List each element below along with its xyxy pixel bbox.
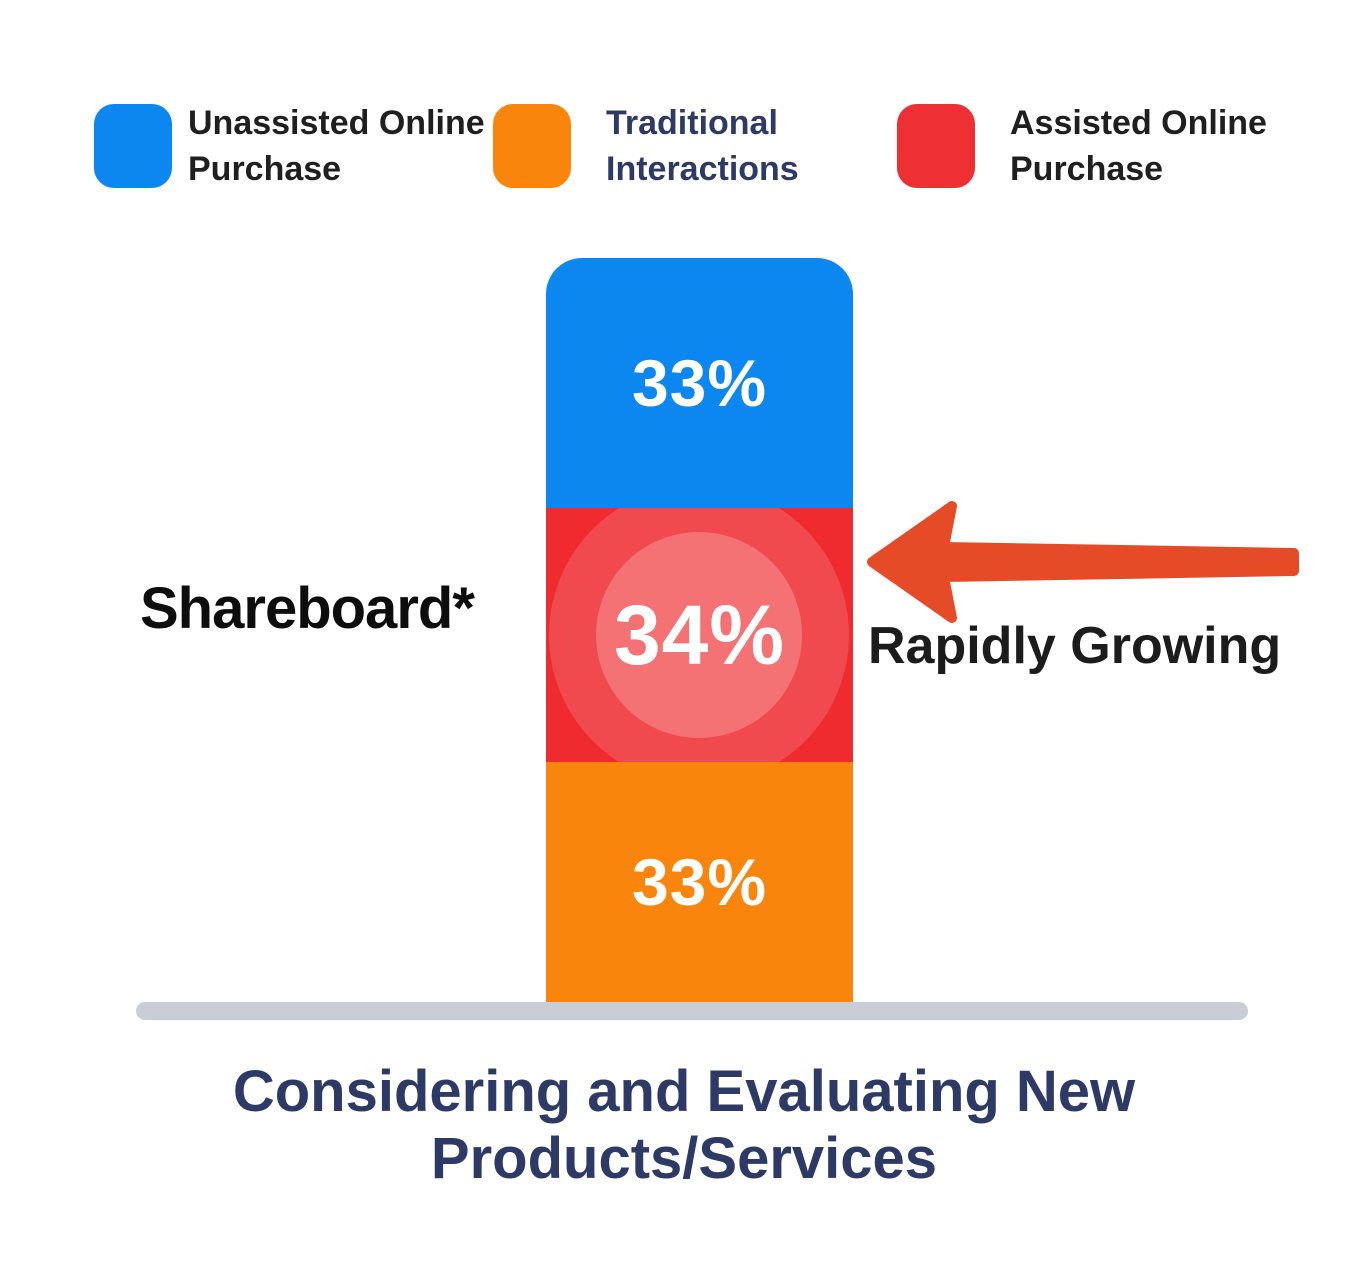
arrow-shape xyxy=(867,501,1299,623)
bar-segment-unassisted: 33% xyxy=(546,258,853,508)
stacked-bar: 33% 34% 33% xyxy=(546,258,853,1002)
left-arrow-icon xyxy=(867,501,1299,623)
legend-swatch-unassisted xyxy=(94,104,172,188)
segment-value-label: 34% xyxy=(613,587,786,682)
baseline-bar xyxy=(136,1002,1248,1020)
legend-label-traditional: Traditional Interactions xyxy=(606,104,799,188)
chart-title: Considering and Evaluating New Products/… xyxy=(232,1059,1136,1191)
legend-swatch-assisted xyxy=(897,104,975,188)
segment-value-label: 33% xyxy=(631,346,768,420)
arrow-label: Rapidly Growing xyxy=(868,617,1282,675)
bar-segment-assisted: 34% xyxy=(546,508,853,762)
segment-value-label: 33% xyxy=(631,845,768,919)
legend-label-assisted: Assisted Online Purchase xyxy=(1010,104,1267,188)
row-label-shareboard: Shareboard* xyxy=(140,576,475,641)
legend-label-unassisted: Unassisted Online Purchase xyxy=(188,104,485,188)
legend-swatch-traditional xyxy=(493,104,571,188)
bar-segment-traditional: 33% xyxy=(546,762,853,1002)
